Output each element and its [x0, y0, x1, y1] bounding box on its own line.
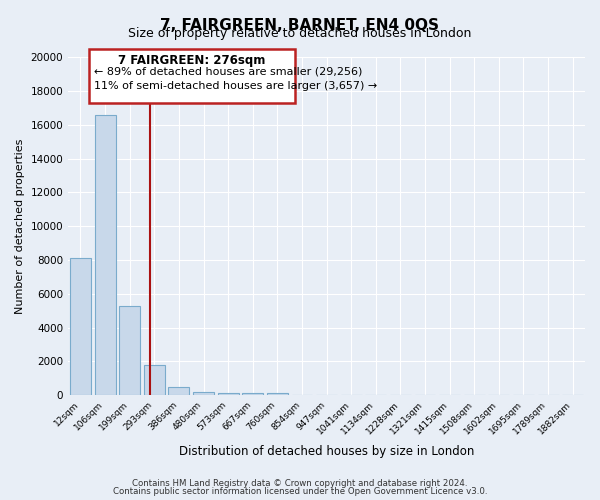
Bar: [95, 114, 116, 395]
Bar: [242, 393, 263, 395]
Text: Contains public sector information licensed under the Open Government Licence v3: Contains public sector information licen…: [113, 487, 487, 496]
Text: 11% of semi-detached houses are larger (3,657) →: 11% of semi-detached houses are larger (…: [94, 81, 377, 91]
Text: Size of property relative to detached houses in London: Size of property relative to detached ho…: [128, 28, 472, 40]
Bar: [169, 386, 190, 395]
Text: ← 89% of detached houses are smaller (29,256): ← 89% of detached houses are smaller (29…: [94, 66, 362, 76]
Bar: [193, 392, 214, 395]
Bar: [119, 306, 140, 395]
Bar: [218, 392, 239, 395]
FancyBboxPatch shape: [89, 48, 295, 103]
X-axis label: Distribution of detached houses by size in London: Distribution of detached houses by size …: [179, 444, 474, 458]
Text: 7 FAIRGREEN: 276sqm: 7 FAIRGREEN: 276sqm: [118, 54, 266, 66]
Bar: [70, 258, 91, 395]
Bar: [144, 364, 165, 395]
Y-axis label: Number of detached properties: Number of detached properties: [15, 138, 25, 314]
Text: Contains HM Land Registry data © Crown copyright and database right 2024.: Contains HM Land Registry data © Crown c…: [132, 479, 468, 488]
Text: 7, FAIRGREEN, BARNET, EN4 0QS: 7, FAIRGREEN, BARNET, EN4 0QS: [161, 18, 439, 32]
Bar: [267, 394, 288, 395]
